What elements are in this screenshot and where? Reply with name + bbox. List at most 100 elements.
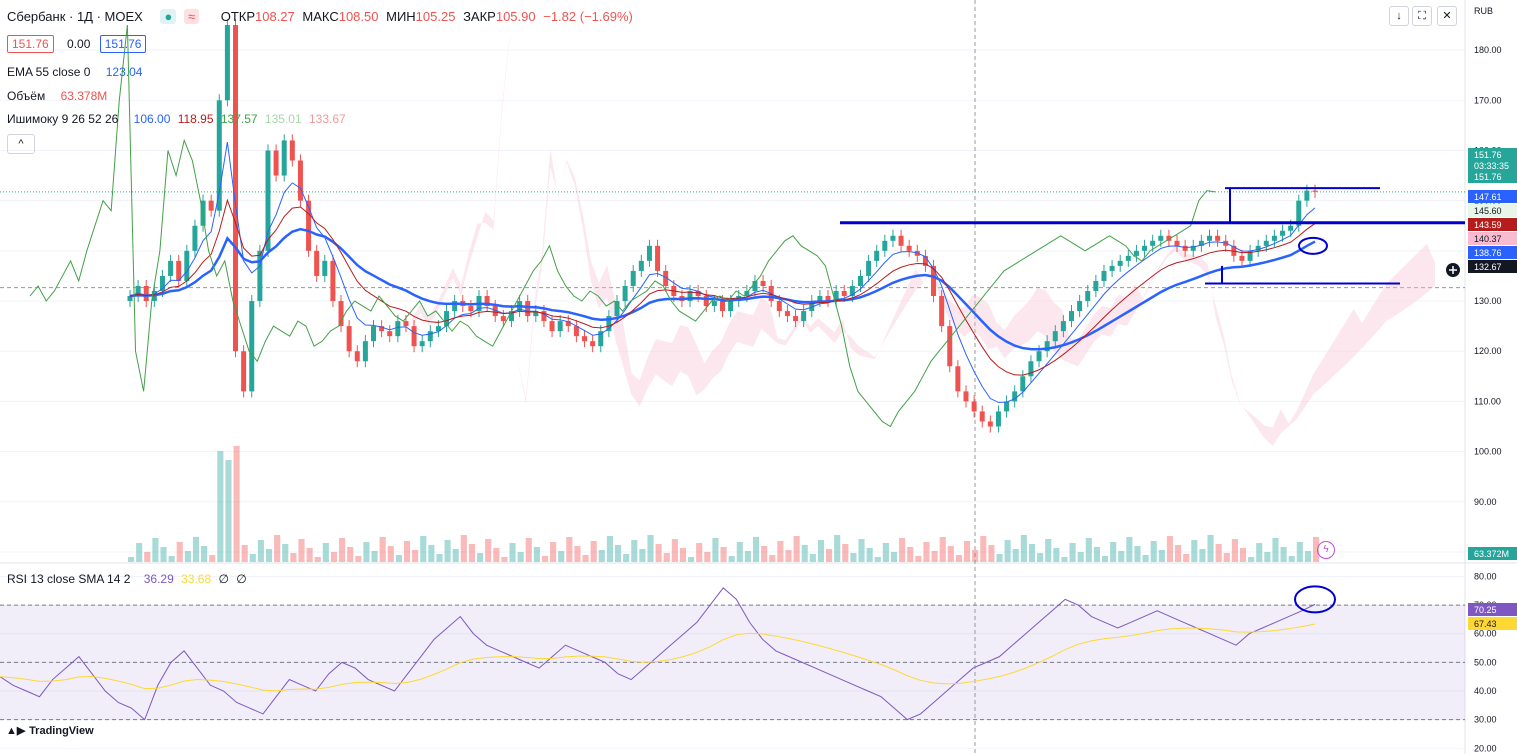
tradingview-logo[interactable]: ▲▶ TradingView <box>6 725 94 737</box>
candle-body <box>1247 250 1253 261</box>
volume-bar <box>1288 556 1295 562</box>
volume-bar <box>1110 542 1117 562</box>
candle-body <box>241 351 247 392</box>
volume-bar <box>614 545 622 562</box>
candle-body <box>703 296 709 307</box>
volume-bar <box>387 546 394 562</box>
candle-body <box>1117 260 1123 266</box>
candle-body <box>655 245 661 271</box>
lightning-icon[interactable]: ϟ <box>1317 541 1335 559</box>
candle-body <box>1206 235 1212 241</box>
candle-body <box>435 326 441 332</box>
candle-body <box>370 326 376 342</box>
candle-body <box>1288 225 1294 231</box>
candle-body <box>922 255 928 266</box>
price-label-text: 147.61 <box>1474 192 1502 202</box>
currency-selector[interactable]: RUB <box>1474 6 1494 16</box>
close-icon[interactable]: ✕ <box>1437 6 1457 26</box>
volume-bar <box>777 541 784 562</box>
volume-bar <box>606 536 613 562</box>
candle-body <box>1198 240 1204 246</box>
volume-bar <box>582 555 589 562</box>
candle-body <box>1215 235 1221 241</box>
volume-bar <box>444 540 451 562</box>
rsi-legend[interactable]: RSI 13 close SMA 14 2 36.29 33.68 ∅ ∅ <box>7 572 251 586</box>
buy-price-button[interactable]: 151.76 <box>99 35 147 53</box>
volume-bar <box>1126 537 1133 562</box>
volume-bar <box>460 535 467 562</box>
ema-value: 123.04 <box>105 65 143 79</box>
volume-bar <box>1118 551 1125 562</box>
candle-body <box>1142 245 1148 251</box>
candle-body <box>582 336 588 342</box>
candle-body <box>793 316 799 322</box>
volume-bar <box>663 553 670 562</box>
candle-body <box>168 260 174 276</box>
volume-bar <box>1296 542 1303 562</box>
volume-bar <box>850 553 857 562</box>
candle-body <box>1182 245 1188 251</box>
volume-bar <box>907 547 914 562</box>
volume-bar <box>704 552 711 562</box>
volume-bar <box>452 549 459 562</box>
ichimoku-legend[interactable]: Ишимоку 9 26 52 26 106.00 118.95 137.57 … <box>7 112 350 126</box>
fullscreen-icon[interactable]: ⛶ <box>1412 6 1432 26</box>
volume-legend[interactable]: Объём 63.378M <box>7 89 111 103</box>
sell-price-button[interactable]: 151.76 <box>7 35 54 53</box>
price-label-text: 151.76 <box>1474 150 1502 160</box>
price-label-box <box>1468 170 1517 183</box>
volume-bar <box>720 547 727 562</box>
volume-bar <box>1280 547 1287 562</box>
volume-bar <box>785 550 792 562</box>
candle-body <box>444 311 450 327</box>
price-label-text: 143.59 <box>1474 220 1502 230</box>
price-label-box <box>1468 148 1517 172</box>
candle-body <box>1174 240 1180 246</box>
candle-body <box>1004 401 1010 412</box>
candle-body <box>622 285 628 302</box>
candle-body <box>874 250 880 261</box>
candle-body <box>208 200 214 211</box>
candle-body <box>314 250 320 276</box>
candle-body <box>663 270 669 286</box>
volume-bar <box>728 556 735 562</box>
volume-bar <box>1069 543 1076 562</box>
tenkan-line <box>129 142 1316 403</box>
price-label-text: 151.76 <box>1474 172 1502 182</box>
volume-bar <box>899 538 906 562</box>
arrow-down-icon[interactable]: ↓ <box>1389 6 1409 26</box>
price-label-text: 140.37 <box>1474 234 1502 244</box>
ema-legend[interactable]: EMA 55 close 0 123.04 <box>7 65 146 79</box>
rsi-axis-tick: 30.00 <box>1474 715 1497 725</box>
ema-line <box>129 227 1316 351</box>
volume-bar <box>712 538 719 562</box>
collapse-legend-button[interactable]: ^ <box>7 134 35 154</box>
volume-bar <box>160 547 167 562</box>
volume-bar <box>1053 548 1060 562</box>
candle-body <box>265 150 271 251</box>
candle-body <box>330 260 336 302</box>
candle-body <box>395 321 401 337</box>
volume-bar <box>225 460 232 562</box>
volume-bar <box>915 556 922 562</box>
candle-body <box>987 421 993 427</box>
volume-bar <box>639 549 646 562</box>
volume-bar <box>330 552 338 562</box>
candle-body <box>354 351 360 362</box>
price-label-text: 145.60 <box>1474 206 1502 216</box>
volume-bar <box>623 554 630 562</box>
candle-body <box>979 411 985 422</box>
ohlc-low: 105.25 <box>415 9 456 24</box>
volume-bar <box>1150 541 1157 562</box>
price-axis-tick: 100.00 <box>1474 447 1502 457</box>
symbol-title[interactable]: Сбербанк · 1Д · MOEX <box>7 9 143 24</box>
chikou-line <box>29 24 1216 428</box>
volume-bar <box>412 550 419 562</box>
rsi-label-text: 67.43 <box>1474 619 1497 629</box>
candle-body <box>1271 235 1277 241</box>
candle-body <box>776 301 782 312</box>
candle-body <box>192 225 198 251</box>
candle-body <box>452 301 458 312</box>
volume-bar <box>1101 556 1109 562</box>
